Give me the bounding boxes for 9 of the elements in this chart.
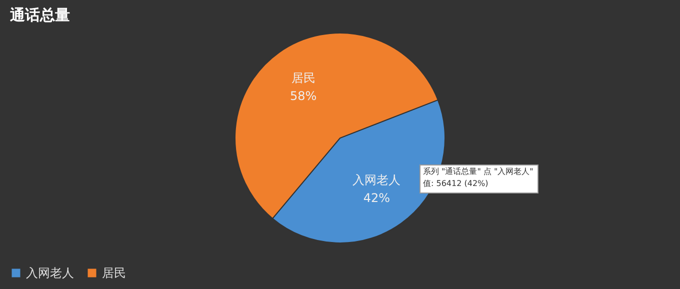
text: 系列 "通话总量" 点 "入网老人" (423, 167, 534, 176)
slice-label: 居民 (291, 70, 316, 85)
slice-label: 入网老人 (352, 173, 401, 188)
data-label: 58% (290, 88, 317, 103)
chart-title: 通话总量 (9, 6, 70, 24)
legend-label: 居民 (102, 266, 126, 280)
text: 值: 56412 (42%) (423, 179, 488, 188)
legend-label: 入网老人 (26, 266, 74, 280)
data-label: 42% (363, 191, 390, 206)
